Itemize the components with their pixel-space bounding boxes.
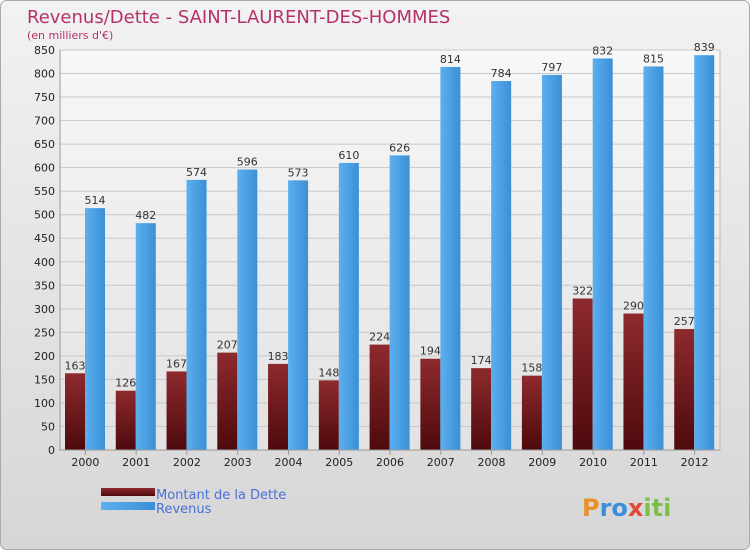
bar-debt (65, 373, 85, 450)
x-tick-label: 2000 (71, 456, 99, 469)
bar-debt-label: 183 (268, 350, 289, 363)
y-tick-label: 250 (34, 326, 55, 339)
bar-debt-label: 207 (217, 339, 238, 352)
y-axis: 0 50 100 150 200 250 300 350 400 450 500 550 600 650 7… (34, 44, 61, 457)
bar-debt (623, 313, 644, 450)
data-labels: 163 514 126 482 167 574 207 596 183 573 148 610 224 6… (65, 41, 715, 390)
y-tick-label: 750 (34, 91, 55, 104)
bar-debt-label: 126 (115, 377, 136, 390)
legend-swatch-debt (101, 488, 155, 496)
legend-swatch-revenus (101, 502, 155, 510)
y-tick-label: 300 (34, 303, 55, 316)
bar-debt (166, 371, 187, 450)
bar-revenus (389, 155, 410, 451)
y-tick-label: 600 (34, 162, 55, 175)
bar-revenus (338, 162, 359, 451)
x-tick-label: 2007 (427, 456, 455, 469)
bar-debt (674, 329, 695, 450)
bar-revenus-label: 482 (135, 209, 156, 222)
y-tick-label: 50 (41, 420, 55, 433)
bar-revenus (440, 66, 461, 451)
bar-revenus-label: 814 (440, 53, 461, 66)
y-tick-label: 850 (34, 44, 55, 57)
x-tick-label: 2005 (325, 456, 353, 469)
bar-debt-label: 174 (471, 354, 492, 367)
bar-debt (420, 358, 441, 450)
bar-debt (318, 380, 339, 450)
bar-revenus (541, 74, 562, 451)
bar-revenus-label: 815 (643, 52, 664, 65)
bar-revenus-label: 573 (288, 166, 309, 179)
bar-debt (369, 344, 390, 450)
y-tick-label: 350 (34, 279, 55, 292)
bar-debt-label: 163 (65, 359, 86, 372)
y-tick-label: 500 (34, 209, 55, 222)
bar-revenus (85, 208, 105, 450)
x-tick-label: 2008 (478, 456, 506, 469)
x-tick-label: 2006 (376, 456, 404, 469)
x-tick-label: 2003 (224, 456, 252, 469)
bar-revenus-label: 626 (389, 141, 410, 154)
x-tick-label: 2002 (173, 456, 201, 469)
bars (65, 55, 715, 451)
x-tick-label: 2009 (528, 456, 556, 469)
x-axis: 2000 2001 2002 2003 2004 2005 2006 2007 2008 2009… (60, 449, 720, 469)
bar-debt-label: 148 (318, 366, 339, 379)
bar-debt-label: 158 (521, 362, 542, 375)
legend: Montant de la Dette Revenus (101, 488, 286, 517)
proxiti-logo: Proxiti (582, 494, 671, 522)
bar-revenus (237, 169, 258, 450)
bar-debt-label: 290 (623, 300, 644, 313)
bar-debt-label: 257 (674, 315, 695, 328)
bar-revenus-label: 784 (491, 67, 512, 80)
y-tick-label: 550 (34, 185, 55, 198)
bar-debt (268, 363, 289, 450)
legend-label-debt: Montant de la Dette (156, 488, 286, 503)
bar-debt (521, 375, 542, 450)
bar-debt-label: 322 (572, 284, 593, 297)
bar-revenus-label: 832 (592, 44, 613, 57)
bar-revenus-label: 514 (85, 194, 106, 207)
bar-debt (115, 390, 136, 450)
y-tick-label: 150 (34, 373, 55, 386)
bar-debt (217, 352, 238, 450)
y-tick-label: 200 (34, 350, 55, 363)
bar-debt (572, 298, 593, 450)
chart-subtitle: (en milliers d'€) (27, 29, 113, 42)
y-tick-label: 700 (34, 115, 55, 128)
bar-debt-label: 194 (420, 345, 441, 358)
bar-revenus-label: 596 (237, 156, 258, 169)
x-tick-label: 2011 (630, 456, 658, 469)
bar-debt-label: 224 (369, 331, 390, 344)
x-tick-label: 2010 (579, 456, 607, 469)
chart-title: Revenus/Dette - SAINT-LAURENT-DES-HOMMES (27, 7, 450, 28)
x-tick-label: 2012 (681, 456, 709, 469)
x-tick-label: 2004 (274, 456, 302, 469)
bar-revenus (186, 179, 207, 450)
bar-revenus (135, 223, 156, 450)
bar-revenus-label: 610 (338, 149, 359, 162)
y-tick-label: 450 (34, 232, 55, 245)
bar-revenus-label: 574 (186, 166, 207, 179)
bar-debt (471, 368, 492, 450)
bar-revenus-label: 839 (694, 41, 715, 54)
y-tick-label: 100 (34, 397, 55, 410)
y-tick-label: 0 (48, 444, 55, 457)
bar-revenus (643, 66, 664, 451)
bar-revenus (288, 180, 309, 450)
bar-revenus (694, 55, 715, 450)
bar-revenus (592, 58, 613, 451)
bar-debt-label: 167 (166, 357, 187, 370)
bar-revenus-label: 797 (541, 61, 562, 74)
y-tick-label: 800 (34, 68, 55, 81)
y-tick-label: 650 (34, 138, 55, 151)
y-tick-label: 400 (34, 256, 55, 269)
x-tick-label: 2001 (122, 456, 150, 469)
legend-label-revenus: Revenus (156, 502, 212, 517)
bar-revenus (491, 81, 512, 450)
